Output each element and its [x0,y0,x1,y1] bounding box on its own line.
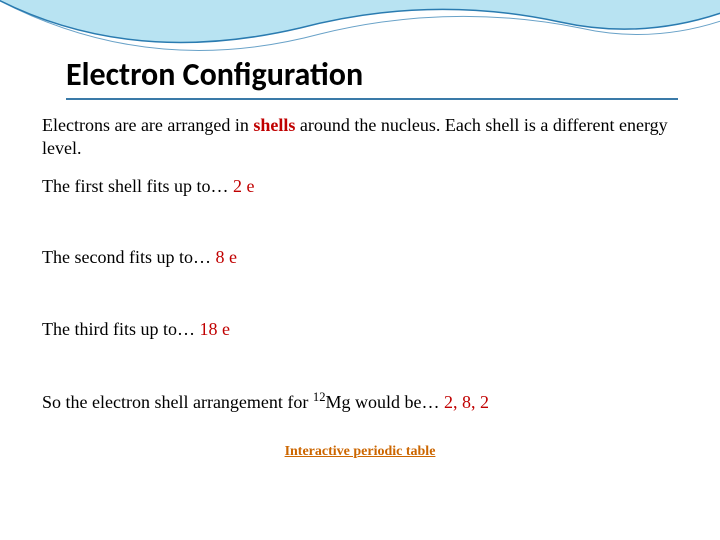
shell-line-1: The first shell fits up to… 2 e [42,175,678,198]
link-row: Interactive periodic table [42,442,678,460]
intro-highlight: shells [253,115,295,135]
mg-post: would be… [351,392,445,412]
shell-value-1: 2 e [233,176,255,196]
slide-title: Electron Configuration [66,55,678,100]
intro-paragraph: Electrons are are arranged in shells aro… [42,114,678,161]
shell-text-1: The first shell fits up to… [42,176,233,196]
slide-content: Electron Configuration Electrons are are… [0,0,720,460]
shell-value-2: 8 e [215,247,237,267]
mg-line: So the electron shell arrangement for 12… [42,389,678,414]
shell-line-3: The third fits up to… 18 e [42,318,678,341]
periodic-table-link[interactable]: Interactive periodic table [285,444,436,459]
shell-text-2: The second fits up to… [42,247,215,267]
shell-value-3: 18 e [199,319,230,339]
mg-pre: So the electron shell arrangement for [42,392,313,412]
intro-pre: Electrons are are arranged in [42,115,253,135]
mg-sup: 12 [313,390,326,404]
shell-text-3: The third fits up to… [42,319,199,339]
mg-sym: Mg [326,392,351,412]
mg-value: 2, 8, 2 [444,392,489,412]
shell-line-2: The second fits up to… 8 e [42,246,678,269]
